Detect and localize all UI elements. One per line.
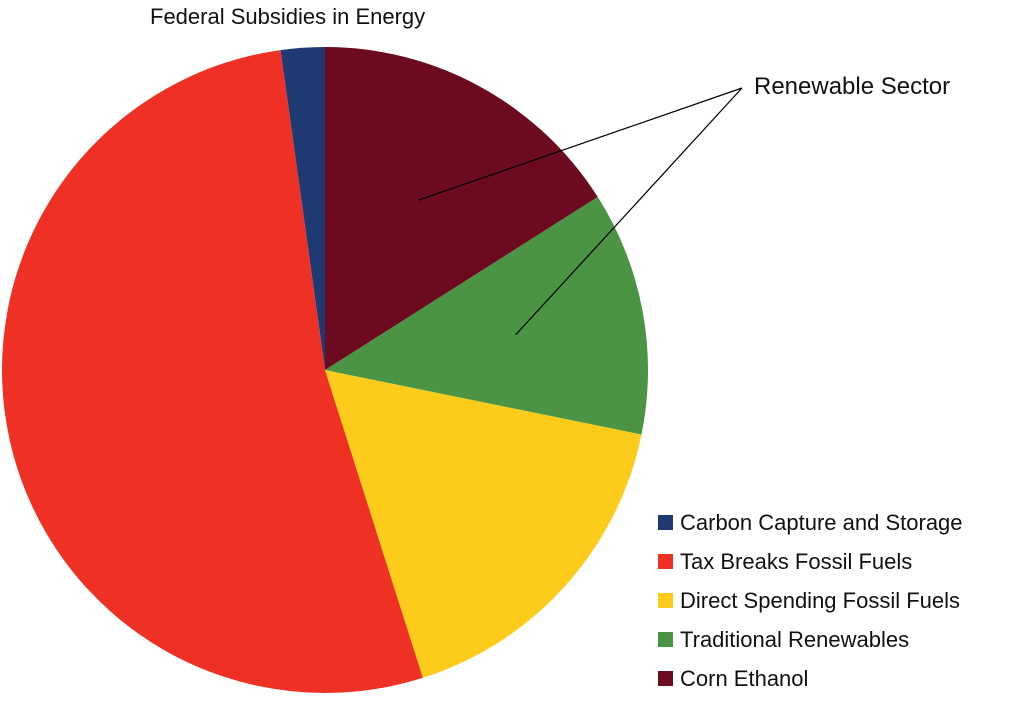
legend-label: Traditional Renewables <box>680 626 910 652</box>
legend-item-direct-spending: Direct Spending Fossil Fuels <box>658 581 963 620</box>
annotation-line-corn-ethanol <box>418 87 743 201</box>
pie-slice-carbon-capture-and-storage <box>280 47 325 370</box>
legend-swatch <box>658 671 673 686</box>
chart-title: Federal Subsidies in Energy <box>150 4 426 29</box>
legend-label: Corn Ethanol <box>680 665 809 691</box>
legend-label: Tax Breaks Fossil Fuels <box>680 548 913 574</box>
legend-item-carbon-capture: Carbon Capture and Storage <box>658 503 963 542</box>
legend-label: Direct Spending Fossil Fuels <box>680 587 961 613</box>
legend-swatch <box>658 554 673 569</box>
pie-slice-tax-breaks-fossil-fuels <box>1 50 423 694</box>
legend: Carbon Capture and Storage Tax Breaks Fo… <box>658 503 963 698</box>
annotation-line-traditional-renewables <box>515 87 743 336</box>
annotation-renewable-sector: Renewable Sector <box>754 73 951 100</box>
pie-slice-direct-spending-fossil-fuels <box>325 370 642 678</box>
legend-item-tax-breaks: Tax Breaks Fossil Fuels <box>658 542 963 581</box>
pie-slice-traditional-renewables <box>325 196 648 435</box>
legend-swatch <box>658 515 673 530</box>
legend-label: Carbon Capture and Storage <box>680 509 963 535</box>
legend-swatch <box>658 593 673 608</box>
legend-item-corn-ethanol: Corn Ethanol <box>658 659 963 698</box>
pie-slice-corn-ethanol <box>325 47 598 370</box>
legend-swatch <box>658 632 673 647</box>
pie-slices <box>1 47 648 694</box>
legend-item-traditional-renewables: Traditional Renewables <box>658 620 963 659</box>
annotation-lines <box>418 87 743 336</box>
